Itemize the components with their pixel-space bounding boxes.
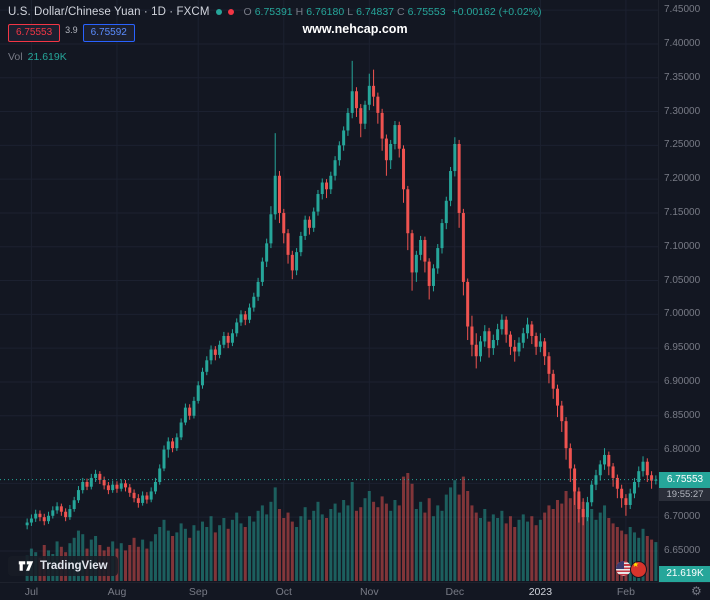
price-axis-label: 7.15000: [664, 206, 701, 218]
legend-title-row: U.S. Dollar/Chinese Yuan · 1D · FXCM O 6.…: [8, 6, 542, 18]
china-flag-icon: ★: [630, 561, 647, 578]
open-label: O: [243, 6, 252, 18]
buy-sell-row: 6.75553 3.9 6.75592: [8, 24, 542, 42]
watermark-link[interactable]: www.nehcap.com: [302, 22, 408, 36]
volume-row: Vol 21.619K: [8, 51, 542, 63]
time-axis-label: Jul: [24, 586, 39, 598]
sell-button[interactable]: 6.75553: [8, 24, 61, 42]
high-label: H: [295, 6, 304, 18]
price-axis-label: 6.85000: [664, 409, 701, 421]
price-axis-label: 6.90000: [664, 375, 701, 387]
tradingview-logo-icon: [18, 561, 34, 571]
chart-legend: U.S. Dollar/Chinese Yuan · 1D · FXCM O 6.…: [8, 6, 542, 63]
price-axis-label: 7.00000: [664, 308, 701, 320]
open-value: 6.75391: [254, 6, 293, 18]
market-status-dot-green: [215, 9, 222, 15]
close-label: C: [397, 6, 405, 18]
time-axis-label: Sep: [188, 586, 208, 598]
low-label: L: [347, 6, 354, 18]
price-axis-label: 7.25000: [664, 139, 701, 151]
price-axis-label: 7.20000: [664, 173, 701, 185]
time-axis-label: Oct: [275, 586, 292, 598]
change-value: +0.00162 (+0.02%): [451, 6, 542, 18]
grid-lines: [0, 0, 658, 582]
price-axis-label: 6.80000: [664, 443, 701, 455]
price-axis-label: 7.05000: [664, 274, 701, 286]
close-value: 6.75553: [407, 6, 446, 18]
time-axis-label: 2023: [528, 586, 553, 598]
us-flag-icon: [616, 561, 631, 576]
price-axis-label: 7.30000: [664, 105, 701, 117]
tradingview-logo-button[interactable]: TradingView: [8, 556, 118, 576]
time-axis-label: Nov: [359, 586, 379, 598]
tradingview-logo-text: TradingView: [40, 560, 108, 572]
market-status-dot-red: [227, 9, 234, 15]
price-axis[interactable]: 6.75553 19:55:27 21.619K 7.45000 7.40000 7…: [658, 0, 710, 582]
volume-series: [25, 473, 658, 581]
price-axis-label: 7.10000: [664, 240, 701, 252]
time-axis-label: Feb: [616, 586, 635, 598]
time-axis-label: Dec: [445, 586, 465, 598]
last-price-badge: 6.75553: [659, 471, 710, 488]
buy-button[interactable]: 6.75592: [82, 24, 135, 42]
currency-pair-flags: ★: [616, 561, 648, 578]
bar-countdown-badge: 19:55:27: [659, 487, 710, 501]
volume-value: 21.619K: [27, 51, 67, 63]
price-axis-label: 7.45000: [664, 4, 701, 16]
price-axis-label: 6.65000: [664, 544, 701, 556]
price-axis-label: 7.40000: [664, 37, 701, 49]
ohlc-values: O 6.75391 H 6.76180 L 6.74837 C 6.75553 +0.0…: [244, 6, 542, 18]
time-axis-label: Aug: [107, 586, 127, 598]
time-axis[interactable]: ⚙ Jul Aug Sep Oct Nov Dec 2023 Feb: [0, 582, 710, 600]
settings-gear-icon[interactable]: ⚙: [691, 584, 702, 598]
volume-axis-badge: 21.619K: [659, 566, 710, 582]
symbol-title[interactable]: U.S. Dollar/Chinese Yuan · 1D · FXCM: [8, 6, 210, 18]
spread-value: 3.9: [65, 25, 78, 35]
volume-label: Vol: [8, 51, 23, 63]
low-value: 6.74837: [356, 6, 395, 18]
candlestick-chart[interactable]: [0, 0, 658, 582]
price-axis-label: 6.95000: [664, 342, 701, 354]
price-axis-label: 7.35000: [664, 71, 701, 83]
high-value: 6.76180: [306, 6, 345, 18]
candle-series: [25, 60, 658, 530]
price-axis-label: 6.70000: [664, 511, 701, 523]
